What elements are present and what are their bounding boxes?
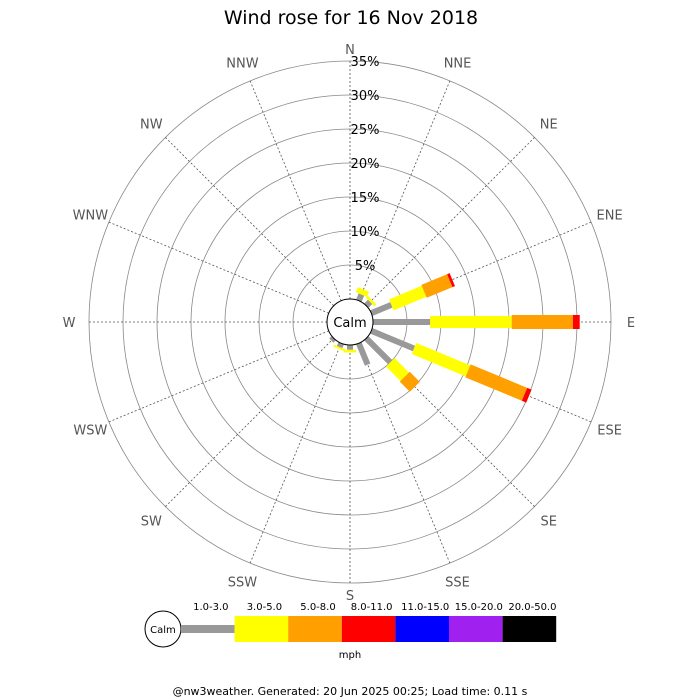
legend-swatch-6 [502,616,557,642]
bar-segment-s-0 [347,345,353,350]
ring-labels-group: 5% 10% 15% 20% 25% 30% 35% [351,55,380,274]
legend-calm-label: Calm [150,625,176,636]
legend-units: mph [339,650,361,661]
bar-segment-e-3 [572,315,580,329]
bar-segment-ene-2 [421,274,453,298]
legend-swatch-4 [395,616,449,642]
bar-segment-se-1 [386,358,409,381]
direction-label-sse: SSE [445,576,470,591]
legend-label-2: 5.0-8.0 [300,602,335,613]
direction-labels-group: N NNE NE ENE E ESE SE SSE S SSW SW WSW W WNW NW NNW [63,43,636,604]
legend-label-0: 1.0-3.0 [193,602,228,613]
bar-segment-ese-3 [521,387,532,403]
direction-label-wsw: WSW [73,424,107,439]
calm-circle [326,298,374,346]
bar-segment-e-2 [511,315,573,329]
legend-label-6: 20.0-50.0 [508,602,556,613]
bar-ssw [333,342,346,352]
legend-label-1: 3.0-5.0 [247,602,282,613]
bar-segment-sw-0 [329,336,336,343]
bar-s [344,345,356,353]
ring-label-5: 25% [351,123,380,138]
chart-title: Wind rose for 16 Nov 2018 [224,7,478,29]
bar-segment-ese-0 [370,328,416,352]
bar-segment-ese-2 [465,364,528,401]
bar-segment-s-1 [344,349,356,353]
legend-items: 1.0-3.0 3.0-5.0 5.0-8.0 8.0-11.0 11.0-15.0 15… [181,602,556,642]
direction-label-ese: ESE [597,424,622,439]
legend-swatch-5 [449,616,503,642]
ring-label-1: 5% [355,259,376,274]
footer-text: @nw3weather. Generated: 20 Jun 2025 00:2… [173,685,528,698]
direction-label-nnw: NNW [226,56,258,71]
ring-label-2: 10% [351,225,380,240]
ring-label-4: 20% [351,157,380,172]
legend-swatch-0 [181,625,235,633]
direction-label-n: N [345,43,355,58]
bar-segment-ene-1 [389,285,427,311]
bar-segment-ene-0 [370,302,393,316]
bar-segment-ene-3 [447,273,455,288]
calm-label: Calm [333,316,366,331]
bar-segment-nne-1 [355,287,370,297]
direction-label-wnw: WNW [73,208,109,223]
bar-segment-e-0 [373,319,431,325]
direction-label-se: SE [540,515,556,530]
ring-label-7: 35% [351,55,380,70]
bar-segment-sse-0 [356,342,371,366]
bar-segment-nne-0 [356,293,365,302]
direction-label-w: W [63,316,76,331]
legend-label-3: 8.0-11.0 [351,602,393,613]
bar-segment-ssw-1 [333,344,346,352]
bar-sw [329,336,336,343]
bar-segment-e-1 [430,316,512,328]
bar-sse [356,342,371,366]
direction-label-ssw: SSW [228,576,258,591]
bar-segment-ne-1 [365,295,377,307]
direction-label-e: E [627,316,635,331]
legend-label-5: 15.0-20.0 [455,602,503,613]
ring-label-6: 30% [351,89,380,104]
bar-segment-ese-1 [411,342,471,377]
direction-label-nne: NNE [444,56,472,71]
direction-label-nw: NW [140,117,163,132]
bar-se [364,336,420,392]
bar-ese [370,328,532,403]
bar-segment-se-0 [364,336,393,365]
bar-segment-ne-0 [364,299,373,308]
direction-label-ene: ENE [597,208,623,223]
legend: Calm 1.0-3.0 3.0-5.0 5.0-8.0 8.0-11.0 11.0-1… [144,602,556,661]
legend-swatch-2 [288,616,342,642]
legend-swatch-3 [341,616,396,642]
bar-nne [355,287,370,302]
direction-label-ne: NE [540,117,558,132]
bar-segment-ssw-0 [336,342,344,349]
bar-e [373,315,580,329]
legend-label-4: 11.0-15.0 [401,602,449,613]
bar-ene [370,273,455,316]
ring-label-3: 15% [351,191,380,206]
direction-label-s: S [346,589,354,604]
bar-segment-se-2 [399,371,420,392]
legend-swatch-1 [234,616,289,642]
direction-label-sw: SW [141,515,162,530]
bars-group [329,273,580,403]
calm-center: Calm [326,298,374,346]
bar-ne [364,295,377,308]
